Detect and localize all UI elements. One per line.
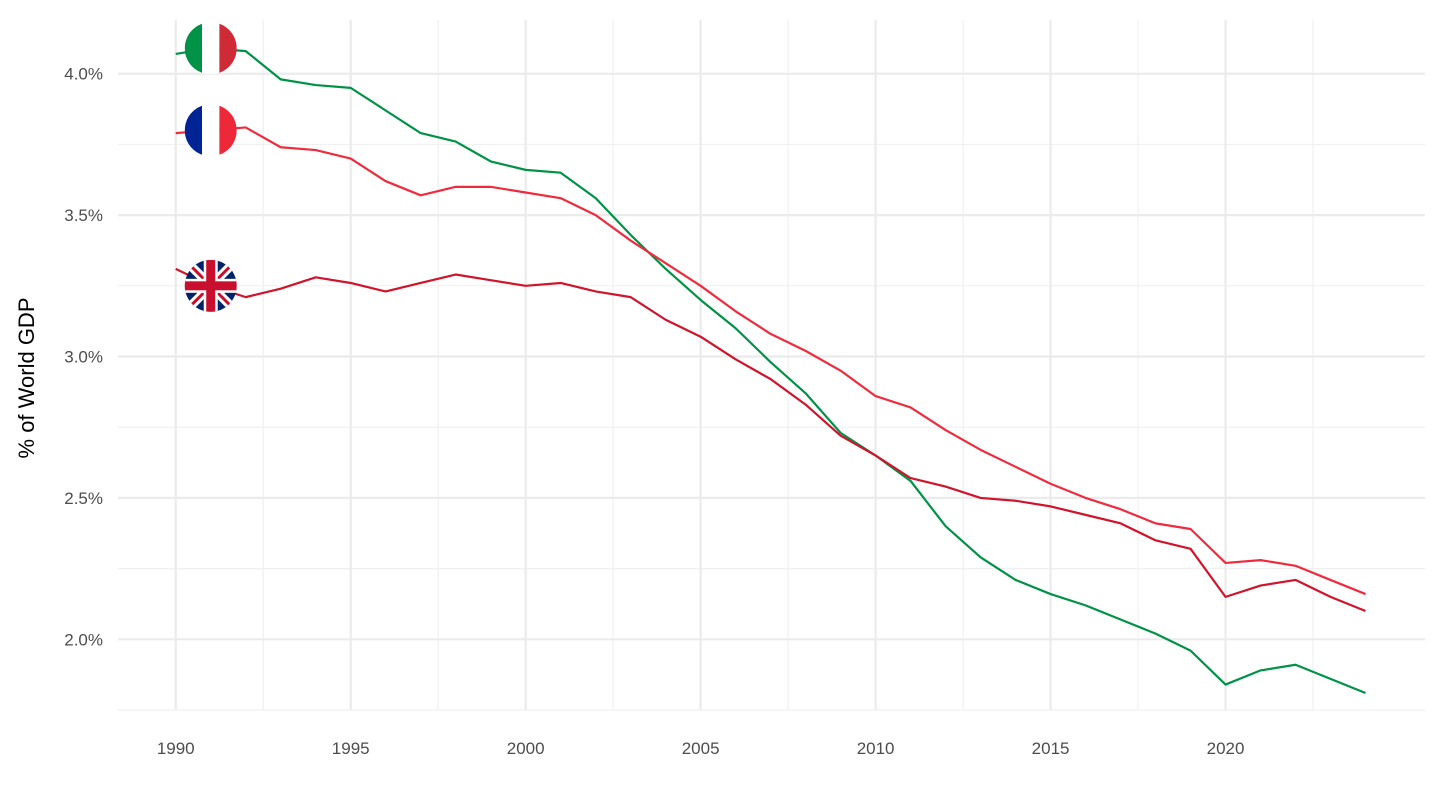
- uk-flag-icon: [184, 259, 237, 312]
- x-tick-label: 1990: [157, 739, 195, 758]
- series-line-united-kingdom: [175, 267, 1366, 613]
- series-line-france: [175, 126, 1366, 596]
- y-axis-ticks: 2.0% 2.5% 3.0% 3.5% 4.0%: [64, 65, 103, 650]
- y-tick-label: 2.0%: [64, 630, 103, 649]
- y-tick-label: 4.0%: [64, 65, 103, 84]
- france-flag-icon: [184, 104, 237, 157]
- x-tick-label: 2020: [1207, 739, 1245, 758]
- x-tick-label: 2000: [507, 739, 545, 758]
- x-tick-label: 2005: [682, 739, 720, 758]
- y-tick-label: 3.0%: [64, 348, 103, 367]
- x-tick-label: 2010: [857, 739, 895, 758]
- y-axis-label: % of World GDP: [14, 298, 39, 459]
- series-line-italy: [175, 47, 1366, 695]
- x-tick-label: 2015: [1032, 739, 1070, 758]
- x-tick-label: 1995: [332, 739, 370, 758]
- grid: [118, 20, 1425, 711]
- y-tick-label: 2.5%: [64, 489, 103, 508]
- italy-flag-icon: [184, 22, 237, 75]
- x-axis-ticks: 1990 1995 2000 2005 2010 2015 2020: [157, 739, 1245, 758]
- series-lines: [175, 47, 1366, 695]
- y-tick-label: 3.5%: [64, 206, 103, 225]
- series-flags: [184, 22, 237, 312]
